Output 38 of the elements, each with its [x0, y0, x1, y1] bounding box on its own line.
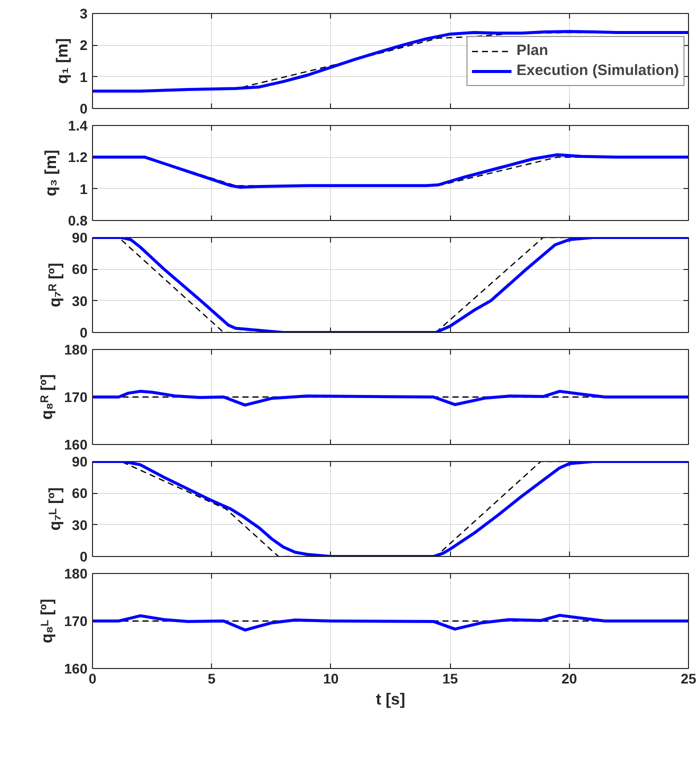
y-axis-title: q₇ᴿ [º] [46, 262, 64, 308]
y-tick-label: 0 [80, 100, 88, 116]
x-tick-label: 5 [208, 670, 216, 686]
y-tick-label: 0 [80, 324, 88, 340]
y-tick-label: 1 [80, 180, 88, 197]
line-series [92, 614, 688, 632]
y-tick-label: 30 [72, 292, 88, 309]
y-tick-label: 60 [72, 261, 88, 278]
x-tick-label: 10 [323, 670, 339, 686]
y-axis-title: q₇ᴸ [º] [46, 487, 64, 531]
y-tick-label: 0 [80, 548, 88, 564]
y-axis-title: q₈ᴿ [º] [39, 374, 56, 420]
y-tick-label: 170 [64, 389, 88, 405]
y-tick-label: 3 [80, 6, 88, 22]
y-tick-label: 0.8 [68, 212, 88, 228]
y-tick-label: 160 [64, 436, 88, 452]
y-tick-label: 170 [64, 613, 88, 629]
y-tick-label: 1.4 [68, 118, 88, 134]
y-tick-label: 90 [72, 230, 88, 246]
y-axis-title: q₃ [m] [43, 150, 60, 196]
x-axis-title: t [s] [376, 692, 406, 708]
y-axis-title: q₁ [m] [54, 38, 72, 84]
y-tick-label: 2 [80, 37, 88, 54]
legend-label: Plan [516, 42, 548, 59]
x-tick-label: 15 [442, 670, 458, 686]
line-series [92, 390, 688, 407]
y-tick-label: 1.2 [68, 149, 88, 166]
x-tick-label: 25 [680, 670, 696, 686]
y-tick-label: 1 [80, 68, 88, 85]
y-tick-label: 90 [72, 454, 88, 470]
y-tick-label: 160 [64, 660, 88, 676]
y-axis-title: q₈ᴸ [º] [39, 598, 56, 644]
y-tick-label: 180 [64, 566, 88, 582]
y-tick-label: 30 [72, 516, 88, 533]
y-tick-label: 60 [72, 485, 88, 502]
y-tick-label: 180 [64, 342, 88, 358]
legend-label: Execution (Simulation) [516, 62, 679, 79]
x-tick-label: 20 [562, 670, 578, 686]
